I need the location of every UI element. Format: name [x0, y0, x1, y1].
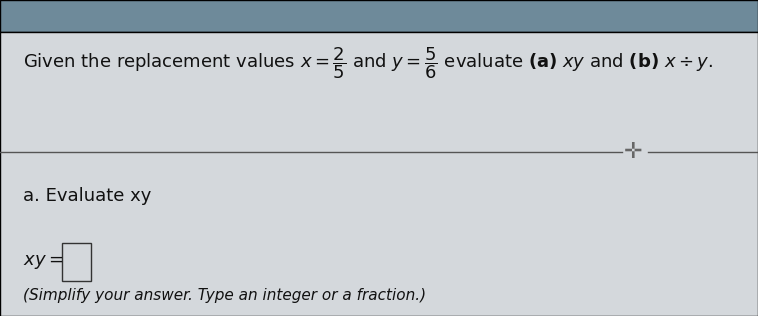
Text: Given the replacement values $x=\dfrac{2}{5}$ and $y=\dfrac{5}{6}$ evaluate $\ma: Given the replacement values $x=\dfrac{2… — [23, 46, 713, 81]
Text: (Simplify your answer. Type an integer or a fraction.): (Simplify your answer. Type an integer o… — [23, 289, 426, 303]
FancyBboxPatch shape — [62, 243, 91, 281]
FancyBboxPatch shape — [0, 0, 758, 32]
FancyBboxPatch shape — [0, 32, 758, 316]
Text: $xy=$: $xy=$ — [23, 253, 63, 271]
Text: ✛: ✛ — [624, 142, 642, 162]
Text: a. Evaluate xy: a. Evaluate xy — [23, 187, 151, 205]
